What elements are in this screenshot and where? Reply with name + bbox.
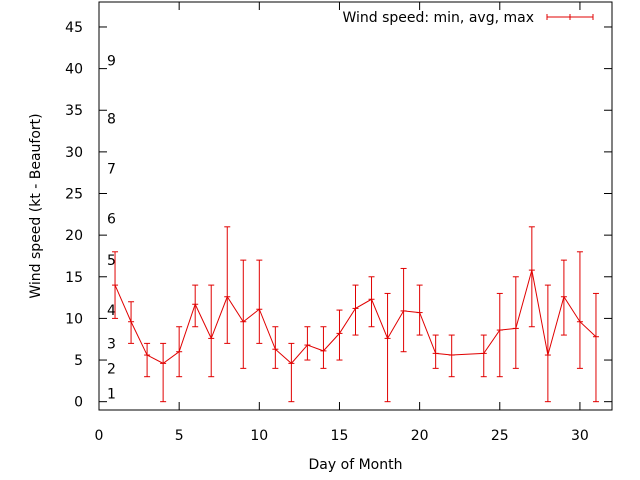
- legend-label: Wind speed: min, avg, max: [342, 10, 534, 26]
- y-tick-label: 10: [65, 311, 83, 327]
- y-tick-label: 25: [65, 187, 83, 203]
- y-tick-label: 15: [65, 270, 83, 286]
- beaufort-labels: 1 2 3 4 5 6 7 8 9: [107, 53, 116, 402]
- plot-frame: [98, 1, 613, 411]
- y-tick-label: 30: [65, 145, 83, 161]
- beaufort-label: 8: [107, 112, 116, 128]
- series-line: [114, 269, 597, 365]
- x-tick-label: 30: [571, 428, 589, 444]
- beaufort-label: 5: [107, 253, 116, 269]
- x-tick-label: 20: [411, 428, 429, 444]
- y-tick-label: 40: [65, 62, 83, 78]
- beaufort-label: 4: [107, 303, 116, 319]
- beaufort-label: 7: [107, 162, 116, 178]
- x-axis-title: Day of Month: [309, 457, 403, 473]
- x-tick-label: 25: [491, 428, 509, 444]
- beaufort-label: 3: [107, 336, 116, 352]
- y-tick-label: 35: [65, 103, 83, 119]
- x-tick-label: 0: [95, 428, 104, 444]
- beaufort-label: 2: [107, 361, 116, 377]
- y-tick-label: 45: [65, 20, 83, 36]
- y-axis-title: Wind speed (kt - Beaufort): [28, 113, 44, 298]
- y-tick-label: 0: [74, 395, 83, 411]
- x-tick-label: 10: [250, 428, 268, 444]
- beaufort-label: 6: [107, 211, 116, 227]
- legend: Wind speed: min, avg, max: [342, 10, 594, 26]
- avg-line: [114, 269, 597, 365]
- beaufort-label: 9: [107, 53, 116, 69]
- beaufort-label: 1: [107, 386, 116, 402]
- x-tick-label: 5: [175, 428, 184, 444]
- y-tick-label: 5: [74, 353, 83, 369]
- y-tick-label: 20: [65, 228, 83, 244]
- x-tick-label: 15: [331, 428, 349, 444]
